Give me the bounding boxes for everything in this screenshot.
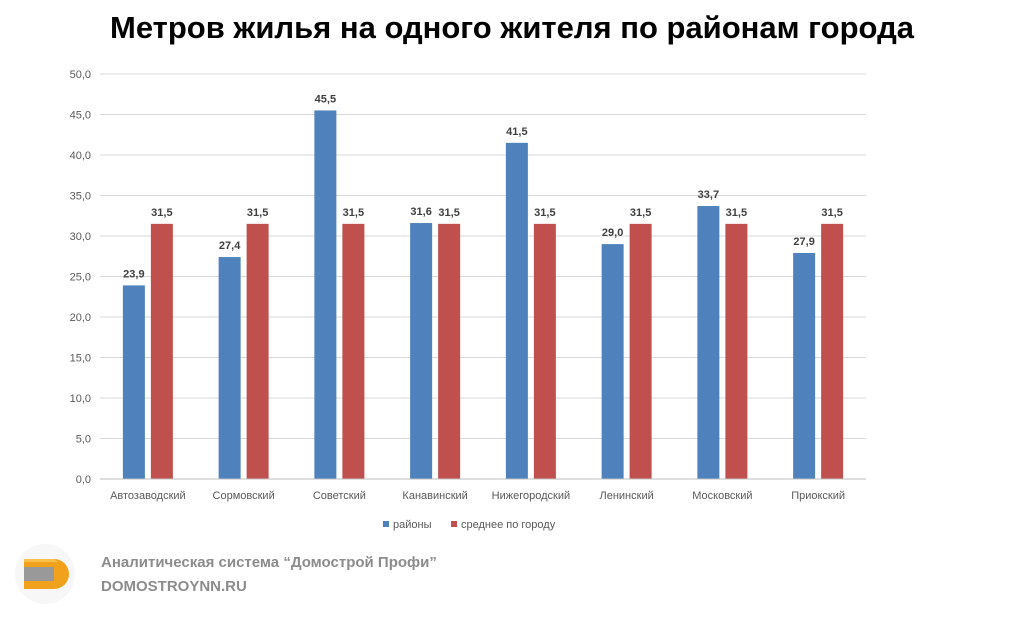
bar-city-average [821,223,844,479]
y-tick-label: 0,0 [76,474,91,486]
bar-district [122,285,145,479]
chart-title: Метров жилья на одного жителя по районам… [110,10,914,45]
x-tick-label: Ленинский [600,490,654,502]
domostroy-logo-icon [15,544,75,604]
data-label: 31,5 [630,207,651,219]
data-label: 27,4 [219,240,241,252]
y-tick-label: 10,0 [70,393,91,405]
bar-district [410,223,433,479]
bar-city-average [342,223,365,479]
bar-chart: 0,0 5,0 10,0 15,0 20,0 25,0 30,0 35,0 40,0 45,0 50… [70,69,866,531]
bar-district [601,244,624,479]
bar-district [793,253,816,479]
legend-label: среднее по городу [461,519,556,531]
data-label: 31,5 [821,207,842,219]
bar-city-average [725,223,748,479]
data-label: 23,9 [123,268,144,280]
data-label: 29,0 [602,227,623,239]
legend-swatch [383,521,389,527]
data-label: 33,7 [698,189,719,201]
bar-city-average [150,223,173,479]
footer-website: DOMOSTROYNN.RU [101,578,247,595]
bar-city-average [246,223,269,479]
data-label: 31,5 [726,207,747,219]
data-label: 31,5 [438,207,459,219]
x-tick-label: Канавинский [402,490,467,502]
x-tick-label: Московский [692,490,752,502]
bar-city-average [438,223,461,479]
y-tick-label: 40,0 [70,150,91,162]
data-label: 31,5 [247,207,268,219]
x-tick-label: Автозаводский [110,490,186,502]
y-tick-label: 50,0 [70,69,91,81]
data-label: 41,5 [506,126,527,138]
y-tick-label: 20,0 [70,312,91,324]
data-label: 27,9 [793,236,814,248]
bar-city-average [533,223,556,479]
bar-district [697,206,720,479]
data-label: 31,5 [534,207,555,219]
y-tick-label: 25,0 [70,272,91,284]
x-tick-label: Советский [313,490,366,502]
y-tick-label: 45,0 [70,110,91,122]
x-tick-label: Приокский [791,490,845,502]
bar-city-average [629,223,652,479]
x-tick-label: Нижегородский [492,490,570,502]
bar-district [505,142,528,479]
y-tick-label: 5,0 [76,434,91,446]
y-tick-label: 15,0 [70,353,91,365]
data-label: 31,5 [343,207,364,219]
y-tick-label: 30,0 [70,231,91,243]
footer-brand-name: Аналитическая система “Домострой Профи” [101,554,437,571]
legend-swatch [451,521,457,527]
data-label: 45,5 [315,93,336,105]
bar-district [314,110,337,479]
y-tick-label: 35,0 [70,191,91,203]
data-label: 31,5 [151,207,172,219]
data-label: 31,6 [410,206,431,218]
legend-label: районы [393,519,432,531]
x-tick-label: Сормовский [213,490,275,502]
bar-district [218,257,241,479]
